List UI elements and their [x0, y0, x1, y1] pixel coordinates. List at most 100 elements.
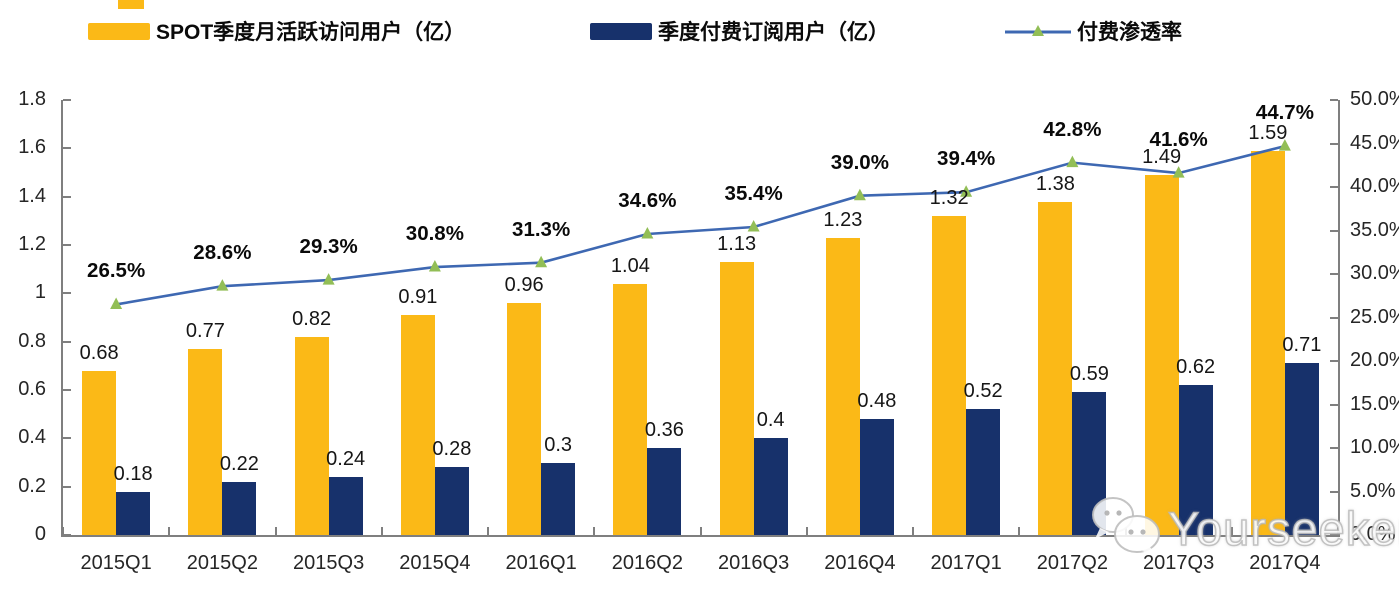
x-axis-tick: [1337, 527, 1339, 535]
legend: SPOT季度月活跃访问用户（亿） 季度付费订阅用户（亿） 付费渗透率: [0, 0, 1399, 56]
bar-subs-2016Q3: [753, 438, 788, 535]
y-axis-left-tick: [63, 99, 71, 101]
x-axis-label: 2017Q1: [930, 552, 1002, 574]
y-axis-left-label: 0: [34, 523, 46, 545]
bar-label-mau: 0.77: [185, 319, 225, 342]
bar-label-mau: 1.59: [1248, 121, 1288, 144]
x-axis-tick: [1230, 527, 1233, 535]
y-axis-right-tick: [1330, 403, 1338, 406]
bar-label-mau: 1.38: [1035, 172, 1075, 195]
x-axis-tick: [274, 527, 277, 535]
y-axis-left-label: 1.2: [18, 233, 46, 255]
y-axis-right-label: 35.0%: [1350, 218, 1399, 241]
y-axis-right-label: 10.0%: [1350, 436, 1399, 458]
x-axis-line: [61, 535, 1340, 537]
x-axis-label: 2017Q2: [1036, 552, 1108, 574]
penetration-label: 35.4%: [724, 182, 783, 206]
mau-swatch-icon: [88, 22, 150, 40]
penetration-line: [115, 144, 1286, 306]
legend-label-subs: 季度付费订阅用户（亿）: [658, 21, 889, 44]
x-axis-label: 2016Q4: [824, 552, 896, 574]
bar-label-mau: 0.96: [504, 274, 544, 296]
legend-label-penetration: 付费渗透率: [1077, 21, 1182, 44]
x-axis-label: 2015Q1: [80, 552, 152, 574]
bar-subs-2017Q4: [1284, 363, 1319, 535]
penetration-label: 29.3%: [299, 235, 358, 259]
y-axis-left-tick: [63, 147, 71, 150]
bar-label-subs: 0.4: [756, 409, 785, 432]
penetration-label: 34.6%: [618, 188, 677, 212]
y-axis-left-tick: [63, 534, 71, 536]
bar-label-subs: 0.22: [219, 452, 259, 475]
y-axis-left-label: 1: [34, 281, 46, 304]
x-axis-tick: [380, 527, 383, 535]
bar-subs-2016Q2: [647, 448, 682, 535]
bar-label-mau: 0.82: [292, 307, 332, 330]
y-axis-left-label: 0.2: [18, 474, 46, 497]
y-axis-right-label: 30.0%: [1350, 262, 1399, 284]
bar-subs-2016Q4: [859, 419, 894, 535]
y-axis-left-label: 0.8: [18, 329, 46, 352]
bar-subs-2017Q1: [966, 409, 1001, 535]
y-axis-right-label: 50.0%: [1350, 88, 1399, 110]
x-axis-label: 2015Q4: [399, 552, 471, 574]
y-axis-left-label: 0.4: [18, 426, 46, 449]
y-axis-right-tick: [1330, 534, 1338, 536]
bar-subs-2015Q1: [116, 491, 151, 535]
penetration-marker: [322, 273, 335, 285]
x-axis-tick: [1124, 527, 1127, 535]
cropped-bar-artifact: [118, 0, 144, 9]
y-axis-right-label: 45.0%: [1350, 131, 1399, 154]
penetration-label: 41.6%: [1149, 128, 1208, 152]
y-axis-left-line: [61, 100, 63, 537]
y-axis-left-tick: [63, 485, 71, 488]
bar-label-subs: 0.3: [544, 433, 573, 456]
penetration-marker: [428, 260, 441, 272]
y-axis-right-label: 0.0%: [1350, 523, 1396, 545]
bar-mau-2017Q3: [1144, 174, 1179, 535]
y-axis-left-tick: [63, 292, 71, 295]
legend-item-penetration: 付费渗透率: [1005, 16, 1182, 46]
penetration-label: 39.0%: [830, 150, 889, 174]
x-axis-tick: [168, 527, 171, 535]
penetration-marker: [641, 226, 654, 239]
x-axis-tick: [805, 527, 808, 535]
y-axis-right-label: 40.0%: [1350, 175, 1399, 197]
bar-mau-2015Q4: [400, 315, 435, 535]
penetration-label: 44.7%: [1255, 101, 1314, 125]
y-axis-left-tick: [63, 389, 71, 391]
penetration-label: 42.8%: [1043, 117, 1102, 141]
y-axis-left-label: 0.6: [18, 378, 46, 400]
bar-mau-2016Q3: [719, 261, 754, 535]
penetration-marker: [216, 279, 229, 291]
bar-label-mau: 0.91: [398, 286, 438, 309]
bar-mau-2015Q3: [294, 336, 329, 535]
y-axis-left-tick: [63, 244, 71, 246]
penetration-label: 31.3%: [512, 217, 571, 241]
subs-swatch-icon: [590, 22, 652, 40]
penetration-marker: [1066, 155, 1079, 168]
bar-label-subs: 0.52: [963, 380, 1003, 403]
legend-item-mau: SPOT季度月活跃访问用户（亿）: [88, 16, 465, 46]
bar-subs-2015Q4: [434, 467, 469, 535]
y-axis-right-tick: [1330, 186, 1338, 188]
x-axis-tick: [1018, 527, 1021, 535]
bar-label-mau: 1.49: [1142, 145, 1182, 168]
y-axis-right-tick: [1330, 99, 1338, 101]
x-axis-label: 2015Q2: [186, 552, 258, 574]
bar-subs-2017Q3: [1178, 385, 1213, 535]
y-axis-right-tick: [1330, 142, 1338, 145]
y-axis-right-tick: [1330, 229, 1338, 232]
y-axis-right-tick: [1330, 447, 1338, 449]
y-axis-right-label: 25.0%: [1350, 305, 1399, 328]
x-axis-tick: [912, 527, 914, 535]
x-axis-label: 2017Q4: [1249, 552, 1321, 574]
x-axis-tick: [699, 527, 702, 535]
penetration-marker: [747, 220, 760, 232]
legend-label-mau: SPOT季度月活跃访问用户（亿）: [156, 21, 466, 44]
bar-label-subs: 0.62: [1176, 356, 1216, 379]
bar-label-subs: 0.24: [326, 448, 366, 470]
y-axis-right-tick: [1330, 490, 1338, 493]
bar-label-mau: 1.04: [610, 254, 650, 277]
y-axis-right-label: 5.0%: [1350, 479, 1396, 502]
